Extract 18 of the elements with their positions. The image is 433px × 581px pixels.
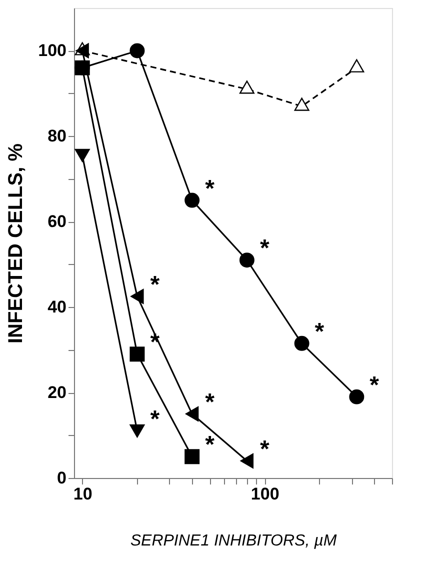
y-tick-label: 100: [38, 41, 66, 60]
y-tick-label: 20: [48, 383, 66, 402]
annotation: *: [205, 388, 216, 416]
y-tick-label: 40: [48, 298, 66, 317]
x-axis-title: SERPINE1 INHIBITORS, µM: [130, 532, 338, 550]
annotation: *: [314, 318, 325, 346]
annotation: *: [205, 432, 216, 459]
y-axis-title: INFECTED CELLS, %: [5, 143, 28, 344]
annotation: *: [150, 406, 160, 433]
annotation: *: [205, 175, 216, 202]
y-tick-label: 0: [57, 468, 66, 488]
annotation: *: [370, 372, 380, 399]
annotation: *: [150, 271, 160, 298]
annotation: *: [260, 235, 270, 262]
y-tick-label: 80: [48, 126, 66, 146]
x-tick-label: 10: [73, 484, 92, 504]
y-tick-label: 60: [48, 212, 66, 232]
annotation: *: [260, 436, 270, 463]
